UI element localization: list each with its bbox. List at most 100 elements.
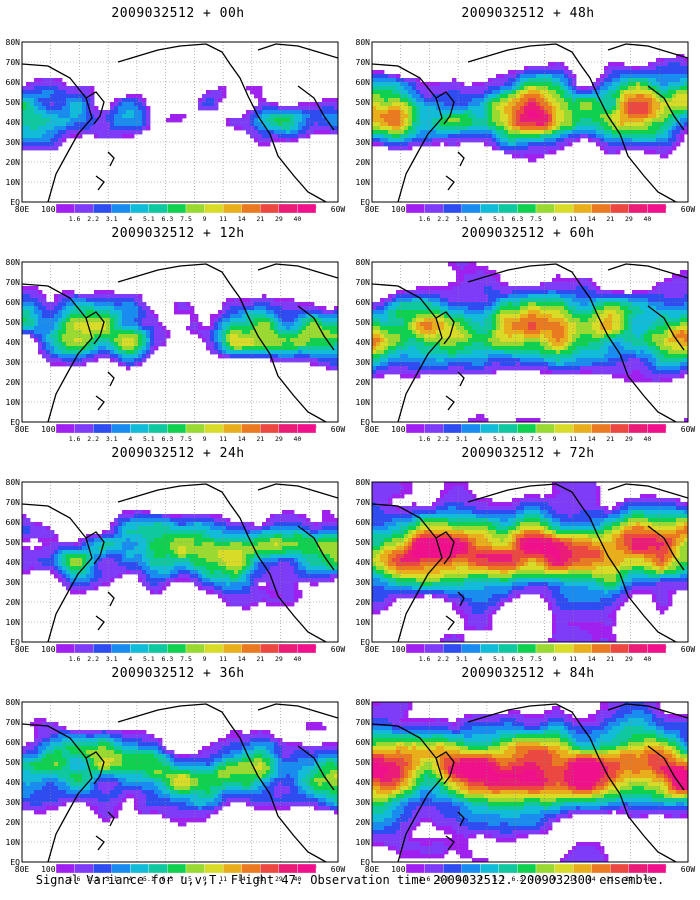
lon-tick-label: 80E (365, 865, 380, 874)
colorbar-swatch (185, 423, 205, 434)
lat-tick-label: 60N (6, 298, 21, 307)
colorbar-level-label: 11 (219, 875, 227, 883)
variance-map: 80N70N60N50N40N30N20N10NEQ80E100E120E140… (356, 38, 696, 223)
colorbar-level-label: 21 (606, 875, 614, 883)
colorbar-swatch (74, 203, 94, 214)
lat-tick-label: 10N (356, 178, 371, 187)
colorbar-swatch (204, 203, 224, 214)
lon-tick-label: 60W (681, 645, 696, 654)
colorbar-swatch (647, 643, 667, 654)
colorbar-level-label: 4 (478, 435, 482, 443)
lat-tick-label: 30N (6, 578, 21, 587)
colorbar-level-label: 1.6 (69, 215, 81, 223)
colorbar-swatch (424, 423, 444, 434)
lat-tick-label: 20N (6, 158, 21, 167)
colorbar-swatch (167, 643, 187, 654)
forecast-panel: 2009032512 + 36h 80N 70N 60N 50N 40N 30N 20N 10N… (6, 666, 348, 886)
lat-tick-label: 10N (6, 838, 21, 847)
lat-tick-label: 30N (6, 358, 21, 367)
colorbar-swatch (278, 203, 298, 214)
colorbar-level-label: 6.3 (512, 655, 524, 663)
lat-tick-label: 30N (356, 358, 371, 367)
colorbar-level-label: 14 (238, 215, 246, 223)
colorbar-swatch (647, 203, 667, 214)
variance-map: 80N70N60N50N40N30N20N10NEQ80E100E120E140… (6, 258, 346, 443)
lat-tick-label: 50N (356, 98, 371, 107)
colorbar-swatch (260, 423, 280, 434)
colorbar-swatch (297, 423, 317, 434)
colorbar-swatch (167, 423, 187, 434)
colorbar-level-label: 3.1 (456, 875, 468, 883)
colorbar: 1.6 2.2 3.1 4 5.1 6.3 7.5 9 11 14 21 29 40 (55, 203, 317, 223)
variance-map: 80N70N60N50N40N30N20N10NEQ80E100E120E140… (6, 478, 346, 663)
colorbar-level-label: 1.6 (419, 875, 431, 883)
panel-title: 2009032512 + 60h (461, 226, 595, 241)
colorbar-level-label: 7.5 (180, 435, 192, 443)
colorbar-level-label: 21 (256, 655, 264, 663)
lat-tick-label: 70N (6, 58, 21, 67)
colorbar-level-label: 14 (238, 875, 246, 883)
lat-tick-label: 60N (356, 518, 371, 527)
lat-tick-label: 80N (356, 698, 371, 707)
lat-tick-label: EQ (360, 858, 370, 867)
colorbar-swatch (461, 423, 481, 434)
colorbar-level-label: 11 (219, 655, 227, 663)
colorbar-level-label: 11 (219, 215, 227, 223)
lat-tick-label: 30N (356, 798, 371, 807)
colorbar-swatch (111, 423, 131, 434)
colorbar-swatch (185, 203, 205, 214)
colorbar-level-label: 2.2 (437, 215, 449, 223)
lat-tick-label: 20N (356, 378, 371, 387)
lat-tick-label: 20N (356, 598, 371, 607)
lat-tick-label: 60N (356, 78, 371, 87)
forecast-panel: 2009032512 + 84h 80N 70N 60N 50N 40N 30N 20N 10N… (356, 666, 698, 886)
lat-tick-label: 80N (6, 258, 21, 267)
colorbar-level-label: 3.1 (106, 215, 118, 223)
colorbar-swatch (405, 203, 425, 214)
colorbar-level-label: 9 (203, 215, 207, 223)
lat-tick-label: 40N (356, 558, 371, 567)
colorbar-swatch (148, 643, 168, 654)
lat-tick-label: 30N (6, 798, 21, 807)
colorbar-level-label: 1.6 (69, 875, 81, 883)
colorbar-swatch (628, 203, 648, 214)
colorbar-level-label: 40 (644, 655, 652, 663)
colorbar-level-label: 29 (275, 655, 283, 663)
colorbar-level-label: 21 (256, 435, 264, 443)
lat-tick-label: 80N (6, 38, 21, 47)
lon-tick-label: 100E (391, 645, 410, 654)
colorbar-level-label: 9 (553, 875, 557, 883)
colorbar: 1.6 2.2 3.1 4 5.1 6.3 7.5 9 11 14 21 29 40 (405, 423, 667, 443)
colorbar-level-label: 5.1 (143, 435, 155, 443)
colorbar-level-label: 6.3 (512, 215, 524, 223)
colorbar-swatch (647, 863, 667, 874)
colorbar-swatch (148, 203, 168, 214)
colorbar-level-label: 4 (128, 875, 132, 883)
colorbar-swatch (222, 203, 242, 214)
colorbar-swatch (92, 423, 112, 434)
lat-tick-label: EQ (360, 418, 370, 427)
colorbar-level-label: 6.3 (162, 655, 174, 663)
lat-tick-label: EQ (10, 638, 20, 647)
variance-map: 80N70N60N50N40N30N20N10NEQ80E100E120E140… (6, 38, 346, 223)
colorbar-swatch (260, 643, 280, 654)
colorbar-level-label: 21 (606, 435, 614, 443)
colorbar-level-label: 11 (569, 435, 577, 443)
colorbar-level-label: 40 (294, 655, 302, 663)
colorbar-level-label: 14 (588, 215, 596, 223)
lon-tick-label: 60W (681, 425, 696, 434)
colorbar-level-label: 11 (219, 435, 227, 443)
colorbar-level-label: 4 (128, 215, 132, 223)
lon-tick-label: 80E (15, 865, 30, 874)
colorbar-level-label: 4 (478, 215, 482, 223)
lat-tick-label: 60N (356, 298, 371, 307)
colorbar-level-label: 29 (625, 655, 633, 663)
colorbar-swatch (535, 423, 555, 434)
colorbar-swatch (647, 423, 667, 434)
forecast-panel: 2009032512 + 60h 80N 70N 60N 50N 40N 30N 20N 10N… (356, 226, 698, 446)
lon-tick-label: 100E (41, 865, 60, 874)
lat-tick-label: 30N (356, 138, 371, 147)
colorbar-level-label: 40 (294, 435, 302, 443)
colorbar-swatch (424, 203, 444, 214)
lat-tick-label: 10N (6, 398, 21, 407)
